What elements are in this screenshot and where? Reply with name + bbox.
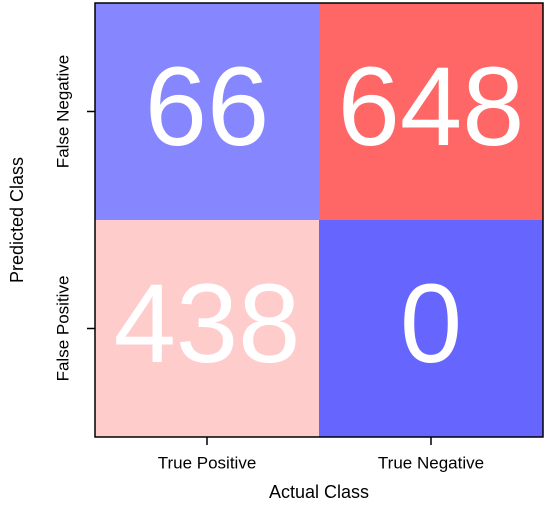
- heatmap-cell: [95, 220, 319, 437]
- y-tick-label: False Positive: [53, 276, 72, 382]
- cell-label: 66: [145, 44, 270, 169]
- heatmap-cell: [319, 220, 543, 437]
- x-tick-label: True Positive: [158, 453, 257, 472]
- heatmap-cell: [319, 3, 543, 220]
- cell-label: 648: [338, 44, 525, 169]
- heatmap-cell: [95, 3, 319, 220]
- y-tick-label: False Negative: [53, 55, 72, 168]
- plot-border: [94, 2, 544, 438]
- cell-label: 438: [114, 261, 301, 386]
- y-axis-title: Predicted Class: [7, 157, 27, 283]
- x-tick-label: True Negative: [378, 453, 484, 472]
- x-axis-title: Actual Class: [269, 482, 369, 502]
- cell-label: 0: [400, 261, 462, 386]
